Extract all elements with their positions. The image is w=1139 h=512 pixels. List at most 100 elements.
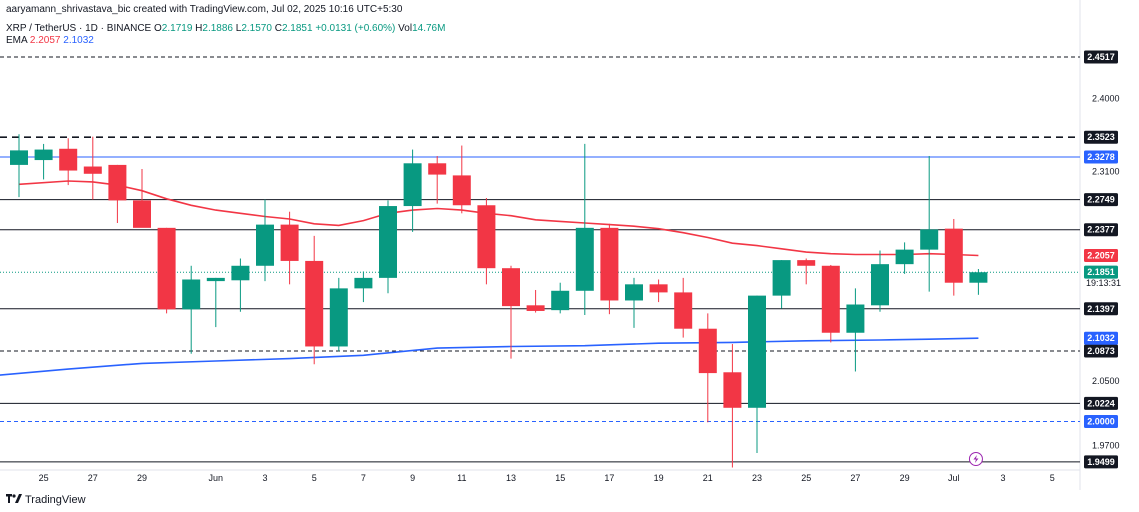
candle	[206, 277, 225, 328]
candle-body	[526, 305, 545, 311]
candle-body	[34, 149, 53, 161]
level-tag-label: 2.3523	[1087, 132, 1115, 142]
candle-body	[379, 206, 397, 278]
price-tag	[1084, 265, 1118, 279]
level-tag	[1084, 344, 1118, 358]
candle-body	[133, 200, 151, 228]
candle	[403, 149, 422, 232]
candle	[108, 164, 127, 224]
tradingview-logo-icon	[6, 494, 22, 506]
candle	[231, 258, 250, 312]
candle	[674, 277, 693, 338]
candle	[871, 250, 889, 312]
x-tick-label: 25	[801, 473, 811, 483]
candle-body	[895, 249, 914, 265]
lightning-icon	[973, 455, 979, 463]
candle-body	[452, 175, 471, 206]
candle	[157, 227, 176, 314]
level-tag-label: 2.1397	[1087, 304, 1115, 314]
x-tick-label: 11	[457, 473, 466, 483]
close-label: C	[274, 23, 282, 34]
x-tick-label: 29	[137, 473, 147, 483]
candle	[83, 136, 102, 200]
candle-body	[206, 277, 225, 282]
price-tag-label: 2.2057	[1087, 251, 1115, 261]
candle	[452, 145, 471, 214]
candle	[821, 264, 840, 343]
event-marker-icon	[968, 452, 983, 466]
ema-label: EMA	[6, 35, 28, 46]
candle	[920, 156, 939, 292]
x-tick-label: 21	[703, 473, 713, 483]
candle	[551, 282, 570, 314]
candle	[428, 156, 447, 204]
tradingview-brand[interactable]: TradingView	[6, 494, 86, 506]
low-value: 2.1570	[241, 23, 272, 34]
candle	[502, 265, 520, 359]
level-tag	[1084, 150, 1118, 164]
candle	[649, 279, 668, 303]
candle-body	[182, 279, 201, 310]
candle-body	[502, 268, 520, 307]
change-value: +0.0131 (+0.60%)	[315, 23, 396, 34]
ema-fast-line	[18, 180, 979, 257]
candle-body	[354, 277, 373, 289]
level-tag	[1084, 130, 1118, 144]
close-value: 2.1851	[281, 23, 313, 34]
candle	[354, 271, 373, 303]
x-tick-label: 23	[752, 473, 762, 483]
x-tick-label: 17	[604, 473, 614, 483]
candle-body	[944, 228, 963, 283]
candle	[477, 197, 496, 285]
candle-body	[625, 284, 643, 301]
candle	[133, 168, 151, 228]
candle-body	[256, 224, 274, 266]
x-tick-label: 15	[555, 473, 565, 483]
candle	[969, 268, 988, 295]
level-tag-label: 2.3278	[1087, 152, 1115, 162]
candle-body	[723, 372, 742, 408]
candle-body	[428, 163, 447, 175]
candle	[895, 242, 914, 274]
price-tag	[1084, 249, 1118, 263]
low-label: L	[235, 23, 242, 34]
candle-body	[969, 272, 988, 283]
candle	[59, 138, 78, 186]
candle-body	[403, 163, 422, 207]
ema-slow-line	[0, 337, 979, 376]
candle-body	[551, 290, 570, 311]
ema-slow-value: 2.1032	[63, 35, 94, 46]
y-tick-label: 2.3100	[1092, 166, 1120, 176]
candle	[698, 313, 717, 423]
x-tick-label: Jul	[948, 473, 960, 483]
candle	[256, 199, 274, 282]
symbol-label[interactable]: XRP / TetherUS · 1D · BINANCE	[6, 23, 152, 34]
candle	[379, 200, 397, 294]
candle-body	[280, 224, 299, 261]
candle	[625, 277, 643, 328]
tradingview-wordmark: TradingView	[25, 494, 86, 506]
candle-body	[108, 164, 127, 201]
candle	[10, 134, 28, 198]
candle-body	[698, 328, 717, 374]
level-tag	[1084, 223, 1118, 237]
x-tick-label: 13	[506, 473, 516, 483]
ema-legend[interactable]: EMA 2.2057 2.1032	[6, 35, 94, 47]
candle	[723, 344, 742, 468]
level-tag-label: 2.4517	[1087, 52, 1115, 62]
price-tag	[1084, 331, 1118, 345]
level-tag-label: 2.2377	[1087, 225, 1115, 235]
level-tag	[1084, 415, 1118, 429]
high-value: 2.1886	[202, 23, 233, 34]
price-tag-label: 2.1851	[1087, 267, 1115, 277]
x-tick-label: 3	[1000, 473, 1005, 483]
y-tick-label: 1.9700	[1092, 441, 1120, 451]
high-label: H	[195, 23, 203, 34]
candle	[575, 143, 594, 315]
x-tick-label: 7	[361, 473, 366, 483]
open-value: 2.1719	[161, 23, 193, 34]
candle-body	[575, 227, 594, 291]
x-tick-label: 29	[900, 473, 910, 483]
